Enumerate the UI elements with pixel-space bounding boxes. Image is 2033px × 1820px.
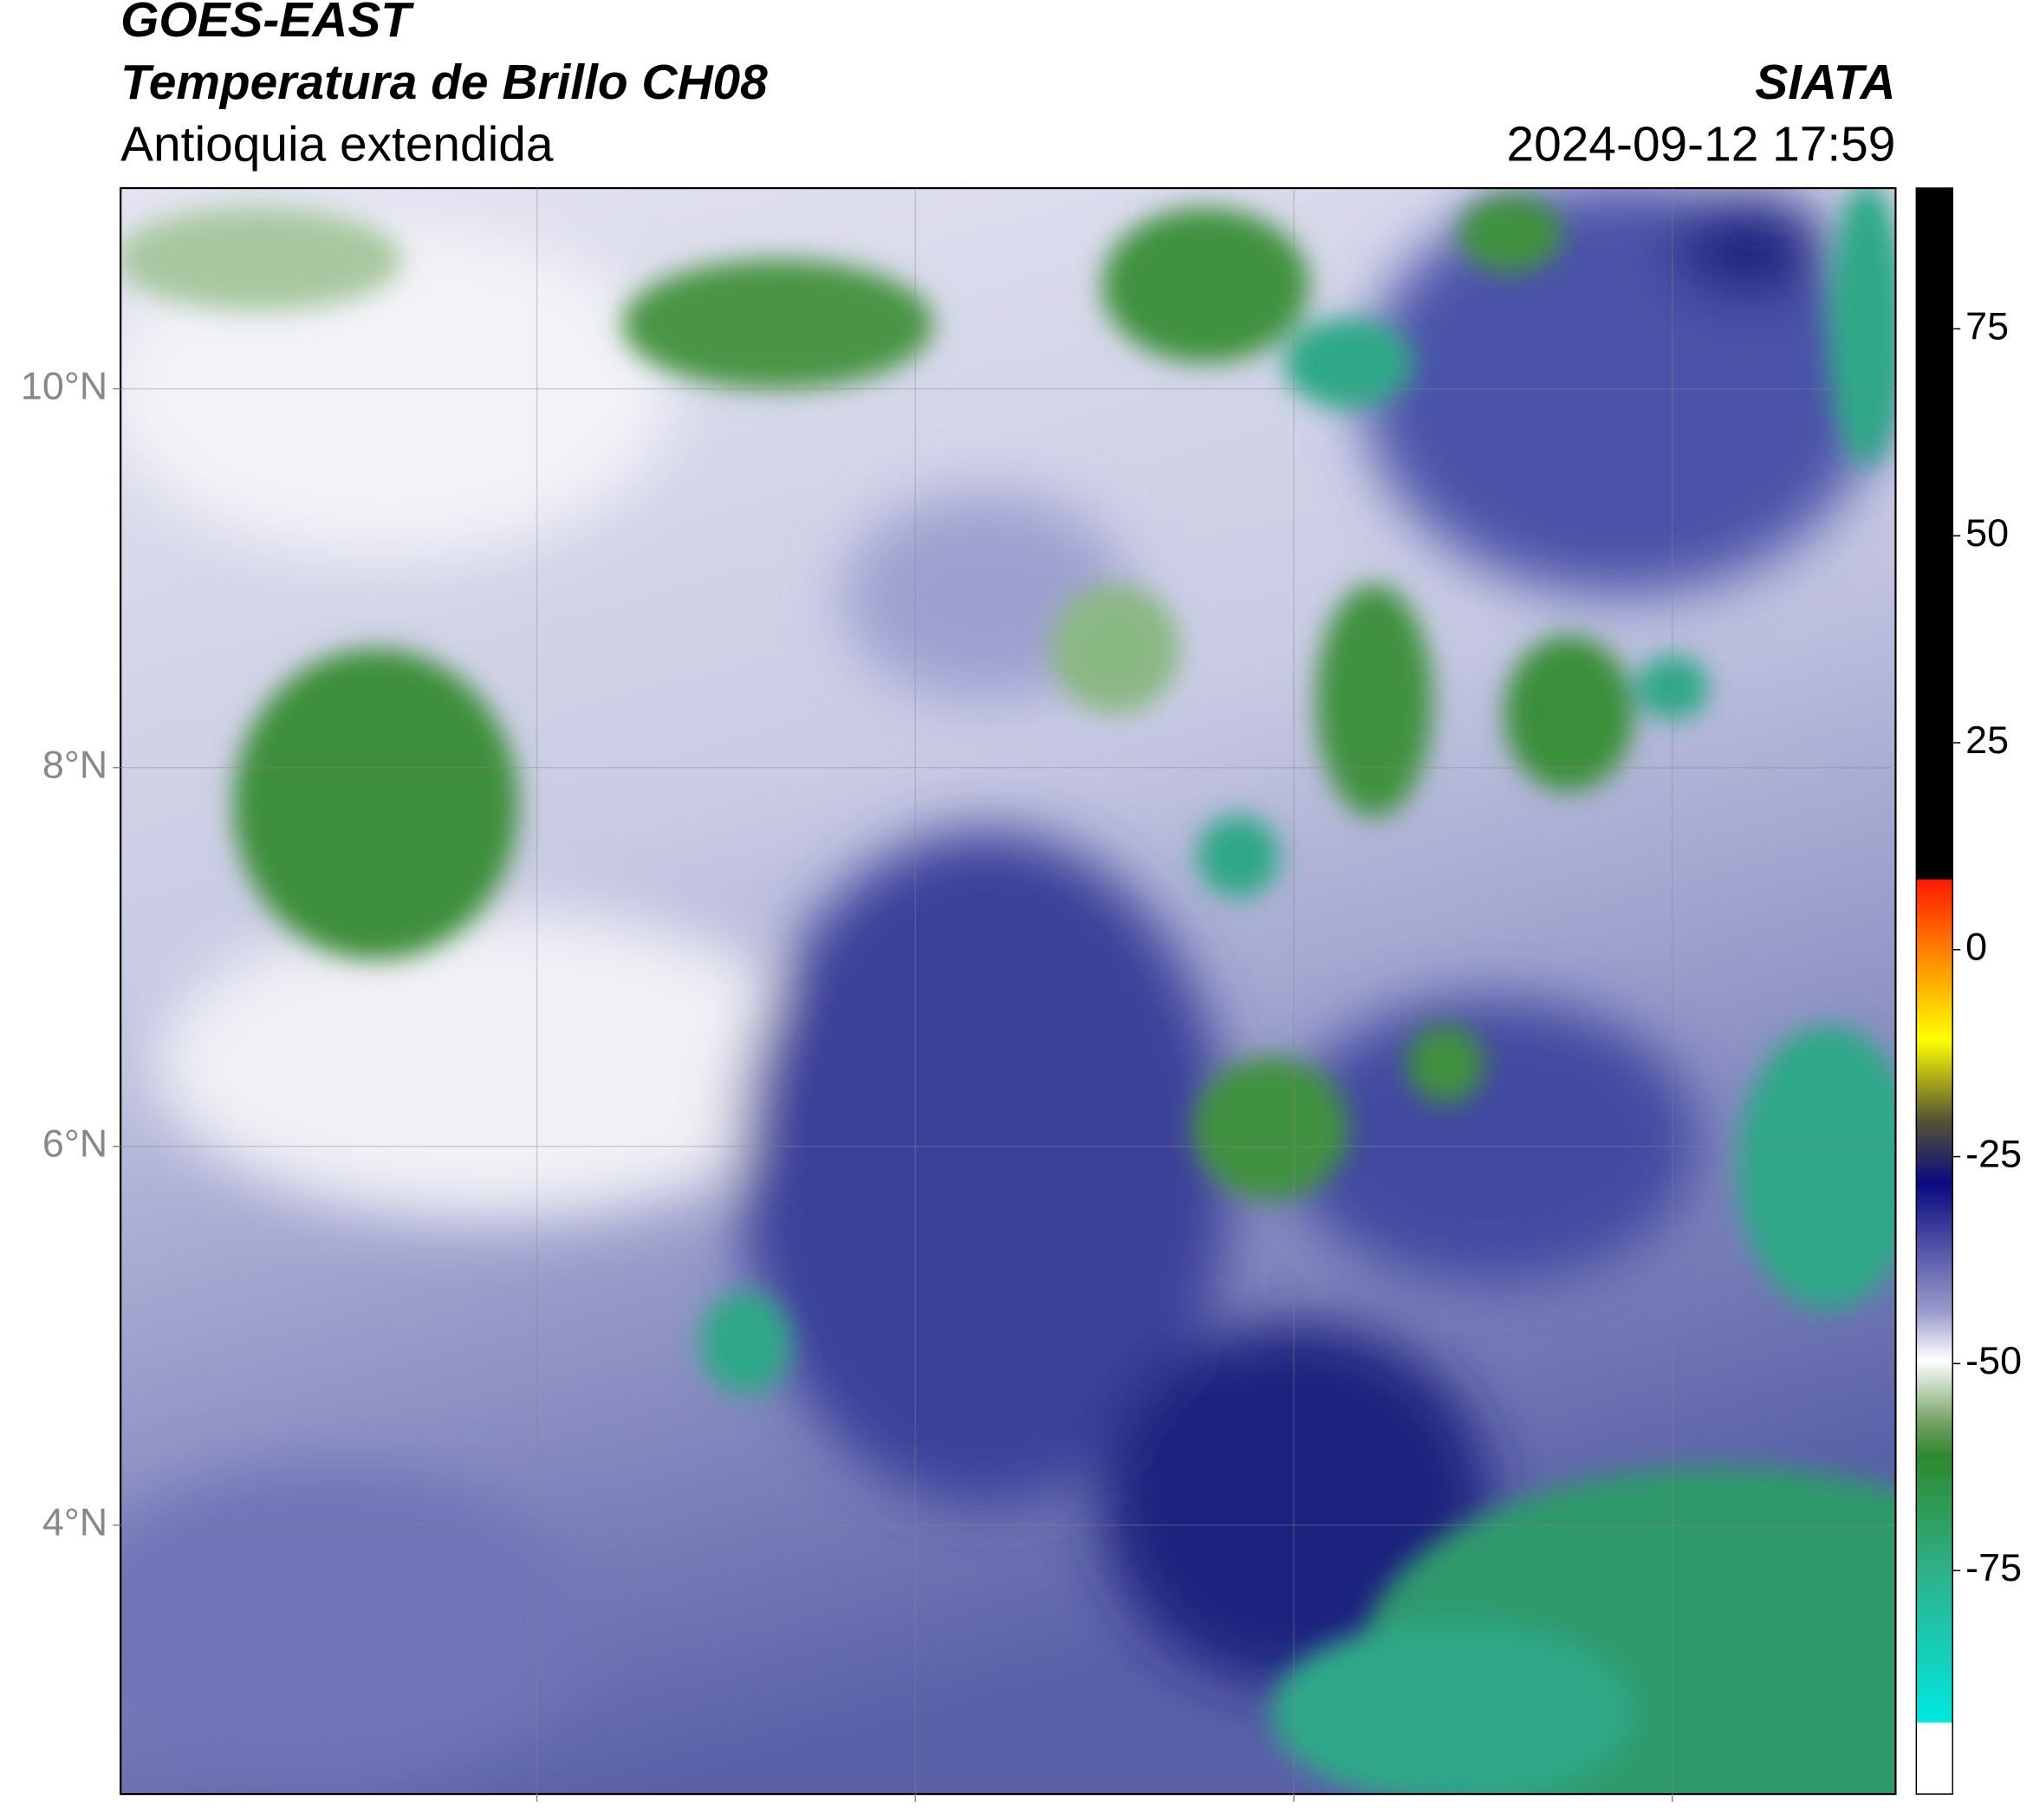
colorbar-tick-label: 50 (1965, 510, 2009, 555)
datetime: 2024-09-12 17:59 (1507, 118, 1896, 172)
colorbar-tick-label: -50 (1965, 1338, 2022, 1382)
y-tick-label: 10°N (21, 364, 107, 408)
subtitle: Temperatura de Brillo CH08 (120, 55, 768, 110)
satellite-image (120, 188, 1896, 1795)
source: SIATA (1755, 55, 1895, 110)
title: GOES-EAST (120, 0, 414, 48)
y-tick-label: 8°N (42, 743, 107, 787)
y-tick-label: 4°N (42, 1500, 107, 1544)
region: Antioquia extendida (120, 118, 554, 172)
y-tick-label: 6°N (42, 1121, 107, 1166)
x-tick-label: 76°W (867, 1814, 964, 1820)
colorbar (1915, 187, 1953, 1795)
colorbar-tick-label: 0 (1965, 925, 1987, 969)
map-frame (120, 186, 1897, 1796)
colorbar-tick-label: 25 (1965, 718, 2009, 762)
x-tick-label: 72°W (1625, 1814, 1721, 1820)
colorbar-tick-label: 75 (1965, 303, 2009, 348)
x-tick-label: 74°W (1246, 1814, 1342, 1820)
colorbar-tick-label: -25 (1965, 1131, 2022, 1175)
colorbar-tick-label: -75 (1965, 1545, 2022, 1589)
x-tick-label: 78°W (489, 1814, 585, 1820)
